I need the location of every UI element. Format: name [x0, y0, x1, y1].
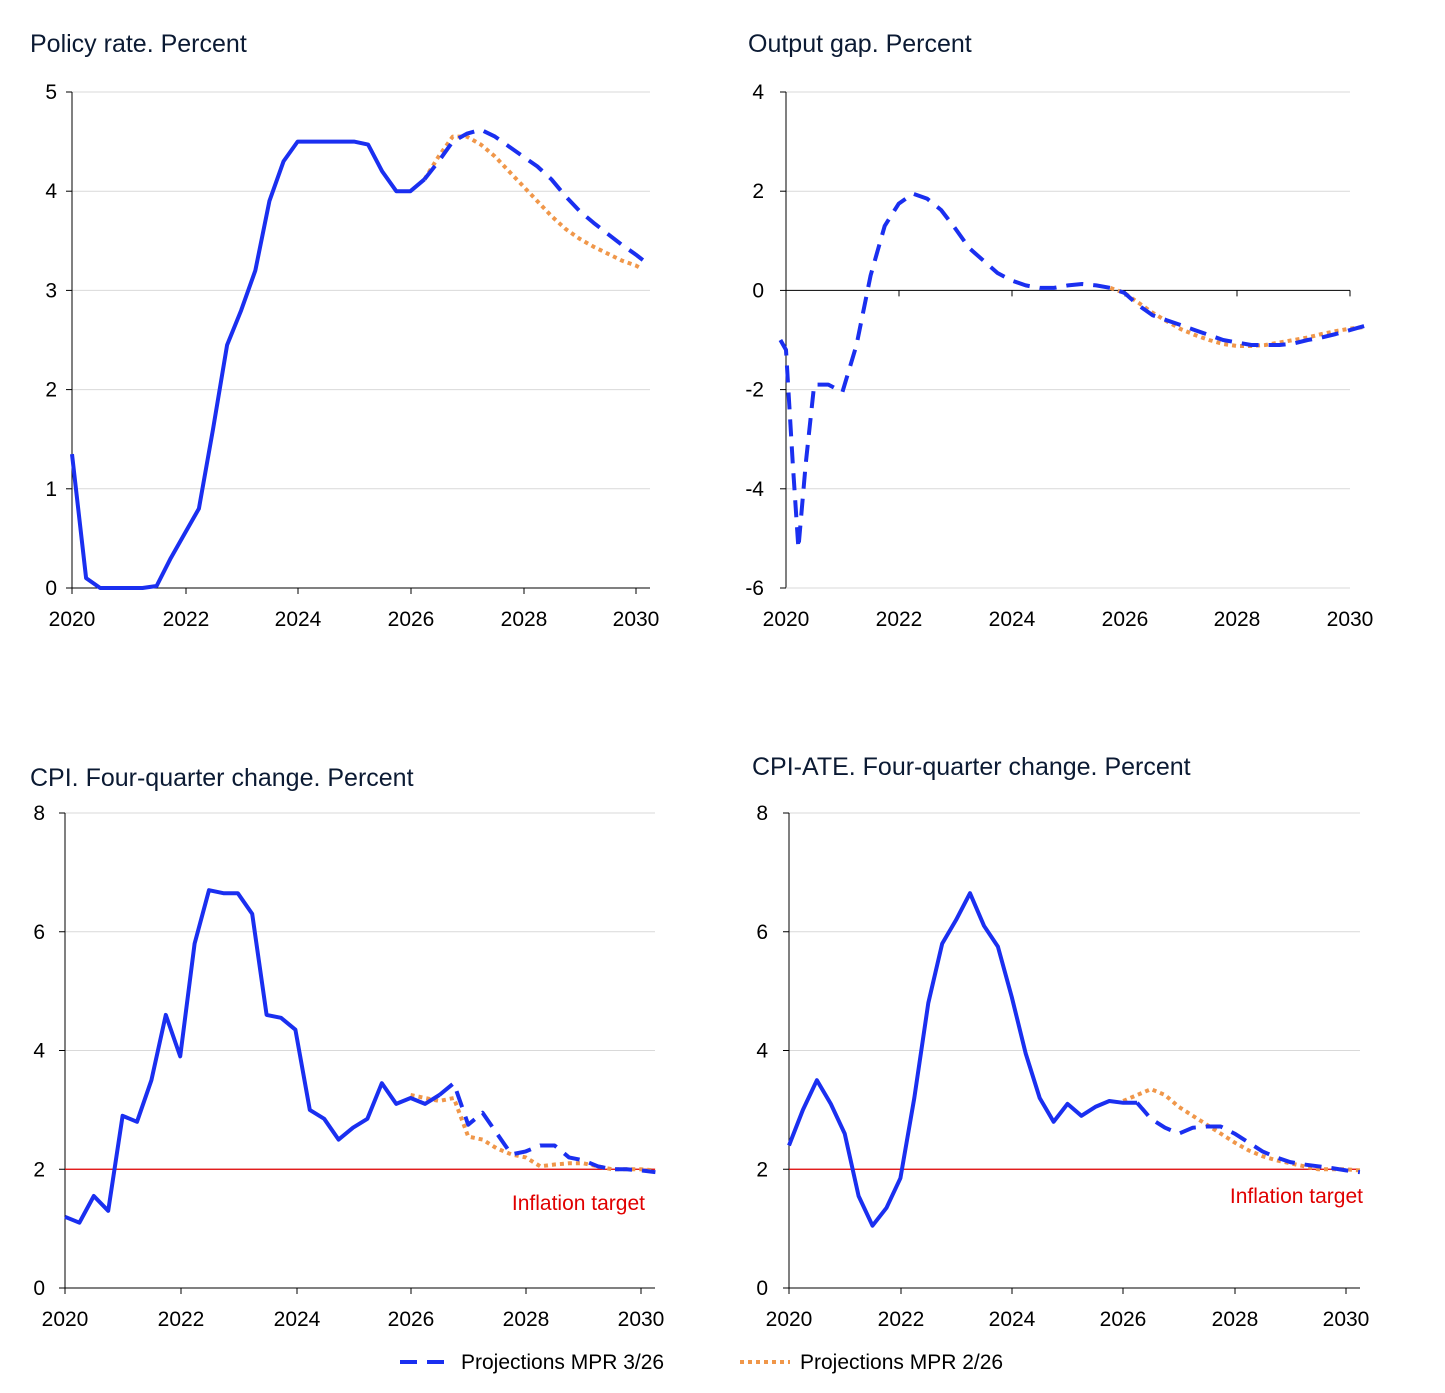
y-tick-label: 3 — [45, 279, 57, 302]
plot-area: 0 2 4 6 8 2020 2022 2024 2026 2028 2030 Inflation t… — [756, 802, 1369, 1331]
y-tick-label: 5 — [45, 81, 57, 104]
plot-area: 0 2 4 6 8 2020 2022 2024 2026 2028 2030 Inflation t… — [33, 802, 664, 1331]
panel-policy-rate: Policy rate. Percent 0 1 2 3 4 5 2020 2022 2024 2… — [30, 30, 659, 631]
series-line-actual — [64, 888, 441, 1225]
x-tick-label: 2026 — [1100, 1308, 1147, 1331]
x-tick-label: 2022 — [163, 608, 210, 631]
x-tick-label: 2022 — [878, 1308, 925, 1331]
series-line-actual — [787, 891, 1138, 1228]
plot-area: -6 -4 -2 0 2 4 2020 2022 2024 2026 2028 2030 — [745, 81, 1373, 631]
x-tick-label: 2028 — [1212, 1308, 1259, 1331]
x-tick-label: 2024 — [989, 1308, 1036, 1331]
y-tick-label: 6 — [756, 921, 768, 944]
x-tick-label: 2020 — [763, 608, 810, 631]
x-tick-label: 2020 — [766, 1308, 813, 1331]
panel-title: CPI. Four-quarter change. Percent — [30, 764, 414, 792]
series-line-actual — [70, 139, 426, 590]
panel-title: Policy rate. Percent — [30, 30, 247, 58]
y-tick-label: 0 — [33, 1277, 45, 1300]
y-tick-label: -6 — [745, 577, 764, 600]
panel-cpi: CPI. Four-quarter change. Percent 0 2 4 6 8 2… — [30, 764, 664, 1331]
y-tick-label: 2 — [752, 180, 764, 203]
y-tick-label: 0 — [45, 577, 57, 600]
x-tick-label: 2026 — [1102, 608, 1149, 631]
y-tick-label: 4 — [33, 1040, 45, 1063]
y-tick-label: 0 — [756, 1277, 768, 1300]
series-line-mpr-3-26 — [438, 1081, 656, 1175]
y-tick-label: 2 — [756, 1158, 768, 1181]
series-line-mpr-2-26 — [410, 1093, 656, 1173]
x-tick-label: 2020 — [42, 1308, 89, 1331]
y-tick-label: 2 — [33, 1158, 45, 1181]
x-tick-label: 2026 — [388, 1308, 435, 1331]
series-line-mpr-2-26 — [1122, 1087, 1361, 1173]
inflation-target-label: Inflation target — [1230, 1185, 1363, 1208]
legend-label: Projections MPR 3/26 — [461, 1351, 664, 1374]
x-tick-label: 2022 — [158, 1308, 205, 1331]
y-tick-label: -2 — [745, 379, 764, 402]
x-tick-label: 2026 — [388, 608, 435, 631]
y-tick-label: 8 — [33, 802, 45, 825]
x-tick-label: 2030 — [613, 608, 660, 631]
series-line-mpr-2-26 — [1109, 286, 1365, 348]
y-tick-label: 4 — [752, 81, 764, 104]
x-tick-label: 2024 — [275, 608, 322, 631]
legend: Projections MPR 3/26 Projections MPR 2/2… — [400, 1351, 1003, 1374]
panel-output-gap: Output gap. Percent -6 -4 -2 0 2 4 2020 2022 202… — [745, 30, 1373, 631]
x-tick-label: 2028 — [503, 1308, 550, 1331]
x-tick-label: 2030 — [618, 1308, 665, 1331]
y-tick-label: -4 — [745, 478, 764, 501]
legend-label: Projections MPR 2/26 — [800, 1351, 1003, 1374]
x-tick-label: 2030 — [1323, 1308, 1370, 1331]
y-tick-label: 6 — [33, 921, 45, 944]
legend-item-mpr-2-26: Projections MPR 2/26 — [740, 1351, 1003, 1374]
y-tick-label: 0 — [752, 279, 764, 302]
x-tick-label: 2020 — [49, 608, 96, 631]
y-tick-label: 4 — [756, 1040, 768, 1063]
y-tick-label: 2 — [45, 379, 57, 402]
series-line-mpr-3-26 — [778, 191, 1365, 551]
panel-title: Output gap. Percent — [748, 30, 972, 58]
y-tick-label: 4 — [45, 180, 57, 203]
y-tick-label: 8 — [756, 802, 768, 825]
series-line-mpr-3-26 — [1135, 1101, 1361, 1175]
x-tick-label: 2028 — [1214, 608, 1261, 631]
panel-title: CPI-ATE. Four-quarter change. Percent — [752, 753, 1191, 781]
x-tick-label: 2024 — [274, 1308, 321, 1331]
x-tick-label: 2024 — [989, 608, 1036, 631]
legend-item-mpr-3-26: Projections MPR 3/26 — [400, 1351, 664, 1374]
y-tick-label: 1 — [45, 478, 57, 501]
series-line-mpr-3-26 — [422, 127, 652, 268]
panel-cpi-ate: CPI-ATE. Four-quarter change. Percent 0 2… — [752, 753, 1369, 1331]
plot-area: 0 1 2 3 4 5 2020 2022 2024 2026 2028 2030 — [45, 81, 659, 631]
x-tick-label: 2028 — [501, 608, 548, 631]
inflation-target-label: Inflation target — [512, 1192, 645, 1215]
series-line-mpr-2-26 — [422, 134, 643, 271]
x-tick-label: 2030 — [1327, 608, 1374, 631]
x-tick-label: 2022 — [876, 608, 923, 631]
